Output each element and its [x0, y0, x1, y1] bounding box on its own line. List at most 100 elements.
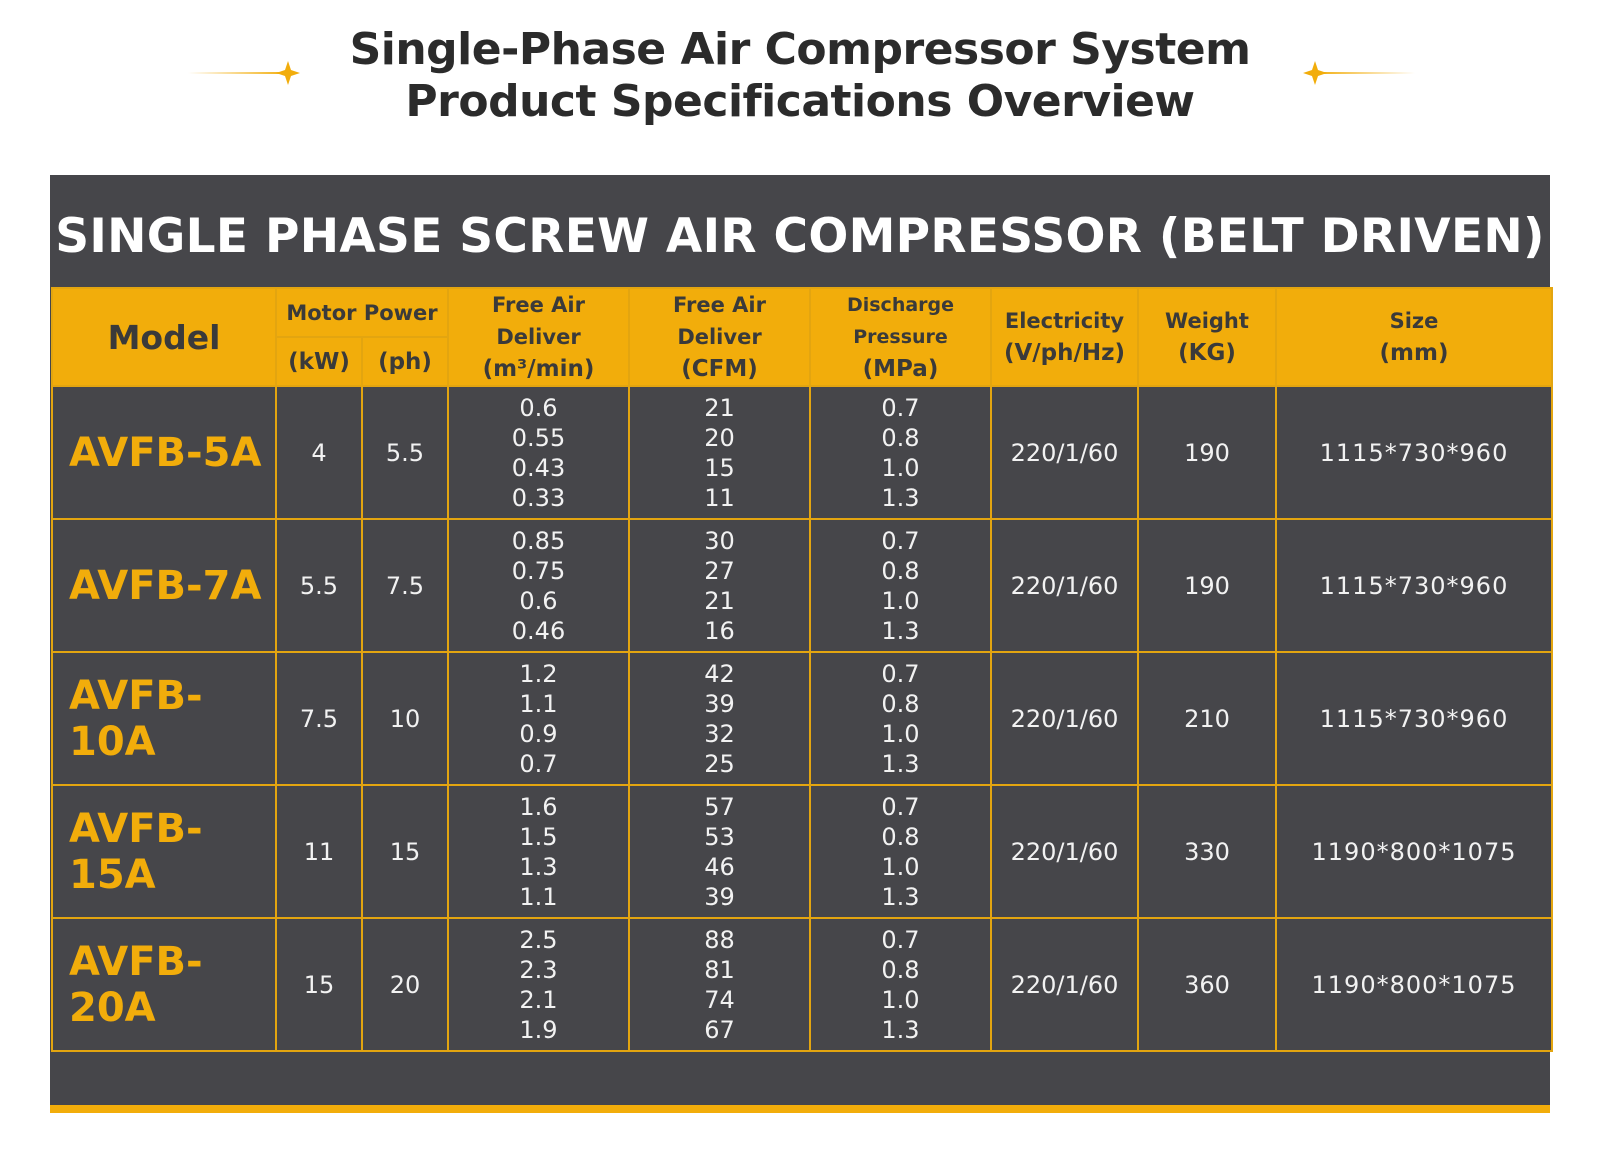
- panel-accent-bar: [50, 1105, 1550, 1113]
- sparkle-line-left-icon: [188, 61, 300, 85]
- pressure-cell-value: 0.7: [881, 792, 920, 821]
- fad-cfm-cell-value: 21: [704, 586, 735, 615]
- fad-m3-cell-value: 0.43: [511, 453, 566, 482]
- fad-m3-cell-value: 0.7: [519, 749, 558, 778]
- weight-cell: 330: [1137, 784, 1277, 919]
- size-cell: 1190*800*1075: [1275, 784, 1553, 919]
- size-cell: 1115*730*960: [1275, 385, 1553, 520]
- page-title-line2: Product Specifications Overview: [405, 76, 1195, 127]
- fad-m3-cell-value: 0.85: [511, 526, 566, 555]
- header-model: Model: [51, 287, 277, 387]
- header-size: Size (mm): [1275, 287, 1553, 387]
- model-name: AVFB-10A: [51, 651, 277, 786]
- model-name: AVFB-5A: [51, 385, 277, 520]
- pressure-cell-value: 1.3: [881, 616, 920, 645]
- fad-cfm-cell-value: 25: [704, 749, 735, 778]
- fad-cfm-cell-value: 30: [704, 526, 735, 555]
- fad-m3-cell: 1.6 1.5 1.3 1.1: [447, 784, 630, 919]
- fad-m3-cell-value: 0.46: [511, 616, 566, 645]
- fad-cfm-cell: 30 27 21 16: [628, 518, 811, 653]
- fad-cfm-cell-value: 20: [704, 423, 735, 452]
- pressure-cell-value: 0.8: [881, 955, 920, 984]
- table-row: AVFB-20A 15 20 2.5 2.3 2.1 1.9 88 81 74 67 0.7 0.8 1.…: [51, 917, 1553, 1052]
- pressure-cell-value: 1.0: [881, 985, 920, 1014]
- fad-m3-cell-value: 0.55: [511, 423, 566, 452]
- pressure-cell: 0.7 0.8 1.0 1.3: [809, 385, 992, 520]
- motor-kw: 7.5: [275, 651, 363, 786]
- panel-heading: SINGLE PHASE SCREW AIR COMPRESSOR (BELT …: [55, 209, 1545, 264]
- fad-cfm-cell-value: 67: [704, 1015, 735, 1044]
- motor-ph: 20: [361, 917, 449, 1052]
- table-row: AVFB-10A 7.5 10 1.2 1.1 0.9 0.7 42 39 32 25 0.7 0.8 1…: [51, 651, 1553, 786]
- motor-ph: 7.5: [361, 518, 449, 653]
- weight-cell: 360: [1137, 917, 1277, 1052]
- fad-cfm-cell-value: 74: [704, 985, 735, 1014]
- model-name: AVFB-7A: [51, 518, 277, 653]
- fad-cfm-cell-value: 11: [704, 483, 735, 512]
- fad-m3-cell-value: 1.6: [519, 792, 558, 821]
- pressure-cell-value: 0.7: [881, 526, 920, 555]
- motor-ph: 15: [361, 784, 449, 919]
- pressure-cell: 0.7 0.8 1.0 1.3: [809, 784, 992, 919]
- fad-m3-cell-value: 1.9: [519, 1015, 558, 1044]
- size-cell: 1190*800*1075: [1275, 917, 1553, 1052]
- electricity-cell: 220/1/60: [990, 385, 1139, 520]
- model-name: AVFB-15A: [51, 784, 277, 919]
- motor-ph: 5.5: [361, 385, 449, 520]
- electricity-cell: 220/1/60: [990, 784, 1139, 919]
- table-row: AVFB-15A 11 15 1.6 1.5 1.3 1.1 57 53 46 39 0.7 0.8 1.…: [51, 784, 1553, 919]
- fad-cfm-cell-value: 42: [704, 659, 735, 688]
- pressure-cell: 0.7 0.8 1.0 1.3: [809, 917, 992, 1052]
- header-electricity: Electricity (V/ph/Hz): [990, 287, 1139, 387]
- spec-table-body: AVFB-5A 4 5.5 0.6 0.55 0.43 0.33 21 20 15 11 0.7 0.8…: [51, 385, 1553, 1052]
- fad-m3-cell-value: 1.1: [519, 882, 558, 911]
- fad-cfm-cell-value: 27: [704, 556, 735, 585]
- pressure-cell-value: 1.0: [881, 852, 920, 881]
- fad-cfm-cell-value: 88: [704, 925, 735, 954]
- fad-cfm-cell-value: 32: [704, 719, 735, 748]
- fad-cfm-cell: 42 39 32 25: [628, 651, 811, 786]
- pressure-cell-value: 1.0: [881, 719, 920, 748]
- motor-kw: 15: [275, 917, 363, 1052]
- fad-cfm-cell-value: 39: [704, 689, 735, 718]
- pressure-cell-value: 1.0: [881, 586, 920, 615]
- fad-cfm-cell-value: 53: [704, 822, 735, 851]
- table-row: AVFB-7A 5.5 7.5 0.85 0.75 0.6 0.46 30 27 21 16 0.7 0…: [51, 518, 1553, 653]
- pressure-cell-value: 0.8: [881, 822, 920, 851]
- fad-cfm-cell-value: 81: [704, 955, 735, 984]
- header-fad-cfm: Free Air Deliver (CFM): [628, 287, 811, 387]
- fad-m3-cell: 2.5 2.3 2.1 1.9: [447, 917, 630, 1052]
- pressure-cell-value: 1.0: [881, 453, 920, 482]
- electricity-cell: 220/1/60: [990, 917, 1139, 1052]
- header-motor-power: Motor Power: [275, 287, 449, 338]
- motor-kw: 4: [275, 385, 363, 520]
- pressure-cell-value: 1.3: [881, 483, 920, 512]
- pressure-cell-value: 0.8: [881, 423, 920, 452]
- fad-m3-cell-value: 1.3: [519, 852, 558, 881]
- header-ph: (ph): [361, 336, 449, 387]
- fad-m3-cell-value: 1.1: [519, 689, 558, 718]
- pressure-cell: 0.7 0.8 1.0 1.3: [809, 651, 992, 786]
- fad-m3-cell-value: 1.2: [519, 659, 558, 688]
- fad-cfm-cell: 57 53 46 39: [628, 784, 811, 919]
- fad-m3-cell-value: 0.33: [511, 483, 566, 512]
- page-title: Single-Phase Air Compressor System Produ…: [0, 24, 1600, 128]
- weight-cell: 190: [1137, 518, 1277, 653]
- size-cell: 1115*730*960: [1275, 651, 1553, 786]
- fad-cfm-cell-value: 16: [704, 616, 735, 645]
- fad-m3-cell-value: 0.6: [519, 586, 558, 615]
- fad-m3-cell-value: 2.1: [519, 985, 558, 1014]
- fad-m3-cell: 0.85 0.75 0.6 0.46: [447, 518, 630, 653]
- fad-m3-cell-value: 0.75: [511, 556, 566, 585]
- pressure-cell: 0.7 0.8 1.0 1.3: [809, 518, 992, 653]
- weight-cell: 190: [1137, 385, 1277, 520]
- pressure-cell-value: 1.3: [881, 882, 920, 911]
- header-pressure: Discharge Pressure (MPa): [809, 287, 992, 387]
- fad-cfm-cell-value: 39: [704, 882, 735, 911]
- pressure-cell-value: 0.8: [881, 556, 920, 585]
- pressure-cell-value: 0.7: [881, 925, 920, 954]
- electricity-cell: 220/1/60: [990, 651, 1139, 786]
- fad-m3-cell: 0.6 0.55 0.43 0.33: [447, 385, 630, 520]
- fad-m3-cell-value: 0.9: [519, 719, 558, 748]
- fad-cfm-cell-value: 46: [704, 852, 735, 881]
